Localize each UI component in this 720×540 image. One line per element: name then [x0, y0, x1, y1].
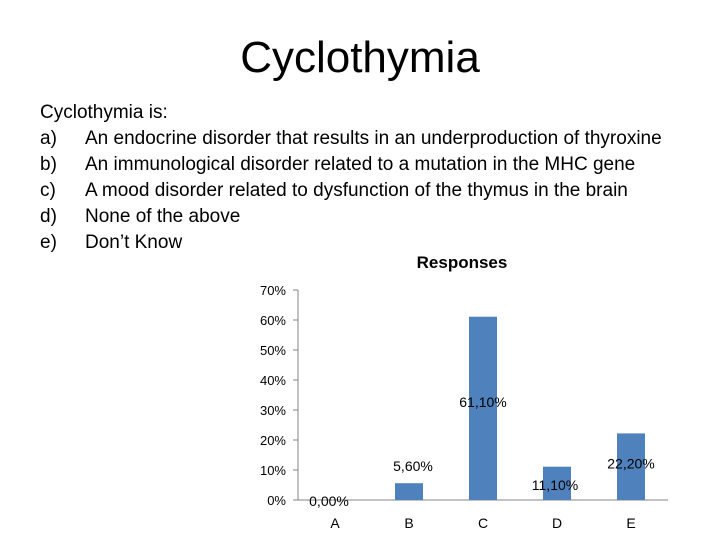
bar-b	[395, 483, 423, 500]
option-letter: e)	[40, 232, 57, 253]
x-tick-label: A	[330, 515, 340, 531]
option-text: An endocrine disorder that results in an…	[85, 128, 662, 149]
data-label-a: 0,00%	[309, 493, 349, 509]
option-c: c) A mood disorder related to dysfunctio…	[40, 178, 710, 204]
bars	[395, 316, 645, 500]
chart-title: Responses	[417, 253, 508, 272]
x-tick-label: E	[626, 515, 635, 531]
data-labels: 0,00% 5,60% 61,10% 11,10% 22,20%	[309, 394, 655, 509]
option-text: An immunological disorder related to a m…	[85, 154, 636, 175]
x-tick-label: D	[552, 515, 562, 531]
data-label-d: 11,10%	[532, 477, 578, 493]
option-text: Don’t Know	[85, 232, 183, 253]
option-a: a) An endocrine disorder that results in…	[40, 126, 710, 152]
data-label-b: 5,60%	[393, 458, 433, 474]
question-block: Cyclothymia is: a) An endocrine disorder…	[40, 100, 710, 256]
x-axis: A B C D E	[298, 499, 668, 531]
option-letter: b)	[40, 154, 57, 175]
y-tick-label: 60%	[260, 313, 286, 328]
bar-c	[469, 316, 497, 500]
option-text: None of the above	[85, 206, 241, 227]
y-tick-label: 10%	[260, 463, 286, 478]
y-tick-label: 30%	[260, 403, 286, 418]
option-d: d) None of the above	[40, 204, 710, 230]
y-tick-label: 50%	[260, 343, 286, 358]
option-e: e) Don’t Know	[40, 230, 710, 256]
y-tick-label: 40%	[260, 373, 286, 388]
option-letter: c)	[40, 180, 56, 201]
x-tick-label: B	[404, 515, 413, 531]
question-stem: Cyclothymia is:	[40, 102, 168, 123]
x-tick-label: C	[478, 515, 488, 531]
y-tick-label: 20%	[260, 433, 286, 448]
bar-e	[617, 433, 645, 500]
data-label-c: 61,10%	[459, 394, 506, 410]
option-b: b) An immunological disorder related to …	[40, 152, 710, 178]
y-axis: 0% 10% 20% 30% 40% 50% 60% 70%	[260, 283, 299, 508]
option-letter: d)	[40, 206, 57, 227]
data-label-e: 22,20%	[607, 456, 654, 472]
option-letter: a)	[40, 128, 57, 149]
y-tick-label: 0%	[267, 493, 286, 508]
bar-d	[543, 466, 571, 500]
slide-title: Cyclothymia	[240, 33, 480, 82]
answer-options: a) An endocrine disorder that results in…	[40, 126, 710, 256]
option-text: A mood disorder related to dysfunction o…	[85, 180, 628, 201]
y-tick-label: 70%	[260, 283, 286, 298]
